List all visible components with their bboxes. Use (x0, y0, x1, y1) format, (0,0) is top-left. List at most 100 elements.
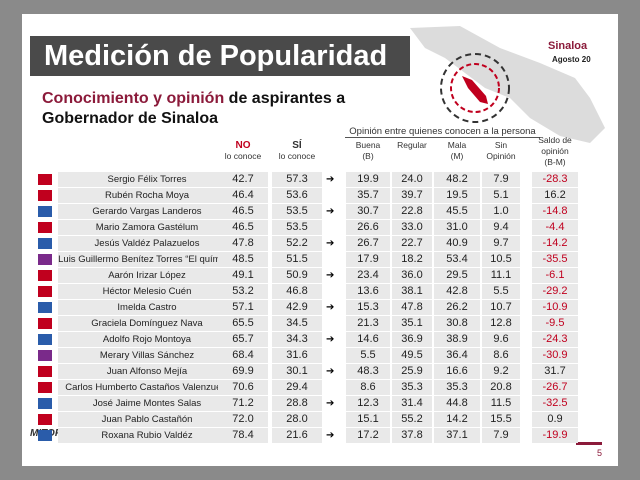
cell: 15.3 (346, 300, 390, 315)
column-header: NO lo conoce (212, 140, 274, 162)
cell: 26.7 (346, 236, 390, 251)
party-icon (38, 174, 52, 185)
cell: 28.0 (272, 412, 322, 427)
cell: 31.0 (434, 220, 480, 235)
cell: 46.8 (272, 284, 322, 299)
cell: 22.7 (392, 236, 432, 251)
cell: 36.0 (392, 268, 432, 283)
arrow: ➔ (326, 174, 335, 185)
cell: 53.6 (272, 188, 322, 203)
date: Agosto 20 (552, 55, 591, 64)
cell: -35.5 (532, 252, 578, 267)
cell: 46.5 (218, 204, 268, 219)
subtitle-line2: Gobernador de Sinaloa (42, 110, 219, 127)
arrow: ➔ (326, 238, 335, 249)
cell: 13.6 (346, 284, 390, 299)
arrow: ➔ (326, 366, 335, 377)
group-header: Opinión entre quienes conocen a la perso… (345, 126, 540, 138)
party-icon (38, 398, 52, 409)
cell: 72.0 (218, 412, 268, 427)
column-header: Saldo de opinión (B-M) (526, 135, 584, 168)
header-top: SÍ (292, 140, 302, 151)
cell: 19.9 (346, 172, 390, 187)
cell: 33.0 (392, 220, 432, 235)
subtitle-highlight: Conocimiento y opinión (42, 90, 225, 107)
header-bottom: (M) (450, 151, 464, 161)
cell: 14.6 (346, 332, 390, 347)
column-header: SÍ lo conoce (266, 140, 328, 162)
cell: 53.2 (218, 284, 268, 299)
cell: 22.8 (392, 204, 432, 219)
cell: 35.3 (392, 380, 432, 395)
ring (450, 63, 500, 113)
cell: 34.5 (272, 316, 322, 331)
candidate-name: Aarón Irizar López (58, 268, 236, 283)
cell: 17.9 (346, 252, 390, 267)
cell: 7.9 (482, 428, 520, 443)
cell: 23.4 (346, 268, 390, 283)
cell: 8.6 (482, 348, 520, 363)
party-icon (38, 238, 52, 249)
cell: 65.5 (218, 316, 268, 331)
cell: 39.7 (392, 188, 432, 203)
cell: 47.8 (218, 236, 268, 251)
cell: 69.9 (218, 364, 268, 379)
cell: 57.3 (272, 172, 322, 187)
arrow: ➔ (326, 270, 335, 281)
cell: 65.7 (218, 332, 268, 347)
cell: 30.7 (346, 204, 390, 219)
cell: 46.4 (218, 188, 268, 203)
cell: 68.4 (218, 348, 268, 363)
cell: 1.0 (482, 204, 520, 219)
cell: 70.6 (218, 380, 268, 395)
column-header: Mala (M) (428, 140, 486, 162)
cell: 48.2 (434, 172, 480, 187)
cell: -24.3 (532, 332, 578, 347)
cell: 28.8 (272, 396, 322, 411)
cell: -4.4 (532, 220, 578, 235)
cell: 12.3 (346, 396, 390, 411)
cell: 45.5 (434, 204, 480, 219)
candidate-name: Imelda Castro (58, 300, 236, 315)
cell: 18.2 (392, 252, 432, 267)
ring (440, 53, 510, 123)
header-top: Buena (355, 140, 381, 150)
cell: 19.5 (434, 188, 480, 203)
cell: 9.2 (482, 364, 520, 379)
cell: 30.1 (272, 364, 322, 379)
map (410, 26, 605, 143)
subtitle: Conocimiento y opinión de aspirantes a (42, 90, 345, 108)
cell: 37.1 (434, 428, 480, 443)
candidate-name: Sergio Félix Torres (58, 172, 236, 187)
cell: 16.6 (434, 364, 480, 379)
cell: 44.8 (434, 396, 480, 411)
candidate-name: Luis Guillermo Benítez Torres “El químic… (58, 252, 236, 267)
candidate-name: Juan Pablo Castañón (58, 412, 236, 427)
arrow: ➔ (326, 334, 335, 345)
cell: -14.2 (532, 236, 578, 251)
cell: 5.1 (482, 188, 520, 203)
header-bottom: (B-M) (544, 157, 566, 167)
cell: 38.9 (434, 332, 480, 347)
candidate-name: Héctor Melesio Cuén (58, 284, 236, 299)
cell: 12.8 (482, 316, 520, 331)
candidate-name: Gerardo Vargas Landeros (58, 204, 236, 219)
candidate-name: Roxana Rubio Valdéz (58, 428, 236, 443)
party-icon (38, 334, 52, 345)
logo: MITOFSKY (30, 428, 82, 439)
cell: 42.7 (218, 172, 268, 187)
cell: 5.5 (346, 348, 390, 363)
cell: 48.3 (346, 364, 390, 379)
cell: 5.5 (482, 284, 520, 299)
header-bottom: (B) (362, 151, 374, 161)
header-top: Regular (397, 140, 427, 150)
party-icon (38, 430, 52, 441)
column-header: Sin Opinión (476, 140, 526, 162)
cell: 14.2 (434, 412, 480, 427)
cell: 9.6 (482, 332, 520, 347)
cell: 35.3 (434, 380, 480, 395)
party-icon (38, 190, 52, 201)
cell: 55.2 (392, 412, 432, 427)
cell: 20.8 (482, 380, 520, 395)
cell: -30.9 (532, 348, 578, 363)
